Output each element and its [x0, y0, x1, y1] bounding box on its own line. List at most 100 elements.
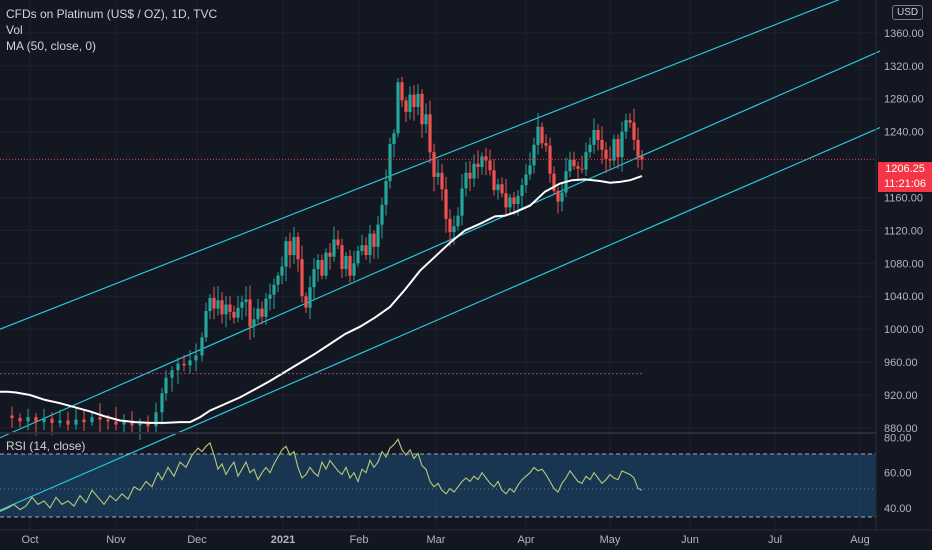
- candle-body: [600, 139, 604, 150]
- candle-body: [98, 417, 102, 420]
- time-tick-label: Dec: [187, 534, 207, 546]
- price-axis[interactable]: 1360.00 1320.00 1280.00 1240.00 1160.00 1120.…: [884, 28, 924, 435]
- symbol-legend[interactable]: CFDs on Platinum (US$ / OZ), 1D, TVC: [6, 7, 218, 21]
- candle-body: [82, 419, 86, 423]
- candle-body: [544, 143, 548, 146]
- price-tick-label: 1000.00: [884, 324, 924, 336]
- candle-body: [332, 239, 336, 257]
- candle-body: [244, 299, 248, 302]
- candle-body: [552, 173, 556, 191]
- rsi-tick-label: 60.00: [884, 468, 912, 480]
- candle-body: [620, 131, 624, 158]
- candle-body: [580, 168, 584, 170]
- candle-body: [520, 185, 524, 196]
- candle-body: [328, 252, 332, 257]
- candle-body: [532, 144, 536, 166]
- candle-body: [114, 421, 118, 425]
- time-tick-label: 2021: [271, 534, 295, 546]
- time-tick-label: May: [600, 534, 621, 546]
- candle-body: [312, 269, 316, 288]
- candle-body: [540, 126, 544, 144]
- candle-body: [528, 165, 532, 175]
- candle-body: [424, 114, 428, 125]
- candle-body: [468, 172, 472, 179]
- candle-body: [448, 218, 452, 233]
- candle-body: [508, 197, 512, 208]
- candle-body: [18, 418, 22, 422]
- candle-body: [416, 93, 420, 107]
- candle-body: [260, 308, 264, 317]
- candle-body: [444, 189, 448, 219]
- price-tick-label: 1040.00: [884, 291, 924, 303]
- time-tick-label: Nov: [106, 534, 126, 546]
- candle-body: [356, 250, 360, 264]
- candle-body: [26, 417, 30, 422]
- candle-body: [640, 156, 644, 160]
- candle-body: [194, 355, 198, 361]
- candle-body: [106, 419, 110, 422]
- candle-body: [452, 226, 456, 233]
- candle-body: [492, 170, 496, 191]
- candle-body: [344, 255, 348, 270]
- candle-body: [560, 192, 564, 202]
- candle-body: [484, 156, 488, 161]
- candle-body: [236, 307, 240, 318]
- currency-badge[interactable]: USD: [892, 5, 924, 20]
- channel-line[interactable]: [0, 126, 881, 511]
- channel-line[interactable]: [0, 50, 881, 439]
- price-tick-label: 1320.00: [884, 61, 924, 73]
- candle-body: [10, 415, 14, 419]
- time-axis[interactable]: Oct Nov Dec 2021 Feb Mar Apr May Jun Jul Aug: [21, 534, 869, 546]
- candle-body: [316, 260, 320, 270]
- candle-body: [336, 239, 340, 246]
- channel-line[interactable]: [0, 0, 880, 330]
- price-tick-label: 880.00: [884, 423, 918, 435]
- candle-body: [428, 114, 432, 153]
- candle-body: [376, 224, 380, 247]
- candle-body: [368, 233, 372, 256]
- candle-body: [396, 82, 400, 134]
- candle-body: [500, 184, 504, 194]
- candle-body: [504, 193, 508, 208]
- candle-body: [588, 144, 592, 153]
- candle-body: [340, 245, 344, 270]
- candle-body: [464, 172, 468, 189]
- candle-body: [304, 296, 308, 308]
- candle-body: [624, 120, 628, 132]
- time-tick-label: Feb: [350, 534, 369, 546]
- chart-grid: [0, 0, 876, 530]
- price-tick-label: 1120.00: [884, 225, 923, 237]
- candle-body: [228, 304, 232, 312]
- candle-body: [264, 298, 268, 317]
- rsi-legend[interactable]: RSI (14, close): [6, 439, 86, 453]
- candle-body: [536, 126, 540, 145]
- volume-legend[interactable]: Vol: [6, 23, 23, 37]
- candle-body: [440, 172, 444, 190]
- candle-body: [472, 163, 476, 179]
- candle-body: [188, 360, 192, 366]
- candle-body: [280, 266, 284, 276]
- trend-channel[interactable]: [0, 0, 881, 511]
- candle-body: [384, 181, 388, 205]
- time-tick-label: Jul: [768, 534, 782, 546]
- candle-body: [372, 233, 376, 247]
- candle-body: [248, 299, 252, 327]
- candle-body: [146, 423, 150, 427]
- rsi-axis[interactable]: 80.00 60.00 40.00: [884, 433, 912, 515]
- last-price-badge: 1206.25 11:21:06: [878, 162, 932, 192]
- rsi-tick-label: 40.00: [884, 503, 912, 515]
- candle-body: [636, 139, 640, 157]
- ma-legend[interactable]: MA (50, close, 0): [6, 39, 97, 53]
- candle-body: [576, 166, 580, 169]
- candle-body: [460, 188, 464, 216]
- candle-body: [154, 412, 158, 427]
- price-tick-label: 1280.00: [884, 94, 924, 106]
- candle-body: [208, 297, 212, 312]
- candle-body: [58, 420, 62, 423]
- candle-body: [204, 311, 208, 338]
- candle-body: [476, 163, 480, 168]
- candle-body: [556, 190, 560, 202]
- candle-body: [284, 241, 288, 267]
- candle-body: [122, 422, 126, 425]
